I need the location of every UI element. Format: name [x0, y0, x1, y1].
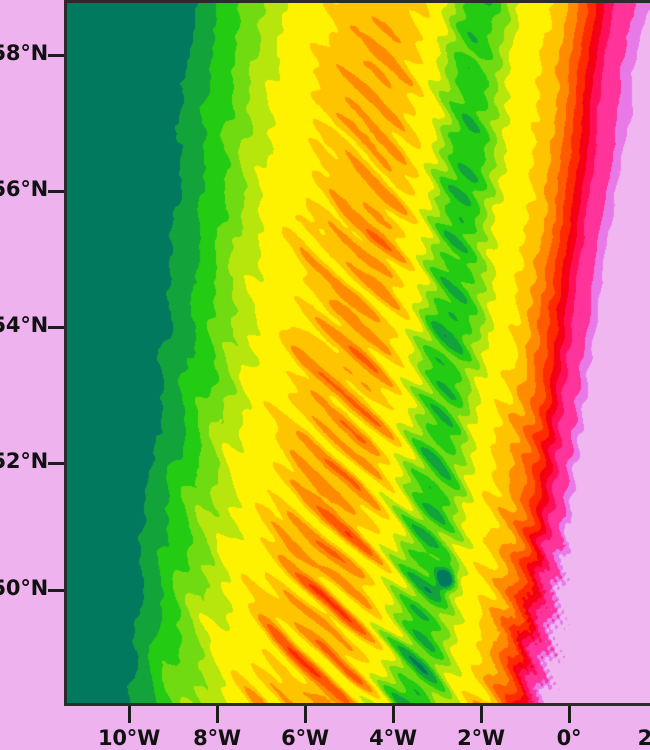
x-tick-mark — [392, 706, 395, 723]
x-tick-mark — [480, 706, 483, 723]
y-tick-label: 54°N — [0, 313, 48, 337]
y-tick-mark — [48, 190, 64, 193]
x-tick-label: 8°W — [193, 726, 241, 750]
x-tick-label: 10°W — [97, 726, 161, 750]
y-tick-label: 50°N — [0, 576, 48, 600]
y-tick-label: 52°N — [0, 449, 48, 473]
x-tick-label: 0° — [556, 726, 582, 750]
x-tick-label: 2°W — [457, 726, 505, 750]
x-tick-mark — [568, 706, 571, 723]
y-tick-mark — [48, 462, 64, 465]
y-tick-label: 56°N — [0, 177, 48, 201]
x-tick-mark — [304, 706, 307, 723]
x-tick-mark — [128, 706, 131, 723]
x-tick-label: 2°E — [637, 726, 650, 750]
x-tick-mark — [216, 706, 219, 723]
contour-field-canvas — [67, 3, 650, 703]
plot-frame — [64, 0, 650, 706]
y-tick-mark — [48, 589, 64, 592]
y-tick-mark — [48, 54, 64, 57]
y-tick-mark — [48, 326, 64, 329]
x-tick-label: 6°W — [281, 726, 329, 750]
y-tick-label: 58°N — [0, 41, 48, 65]
x-tick-label: 4°W — [369, 726, 417, 750]
